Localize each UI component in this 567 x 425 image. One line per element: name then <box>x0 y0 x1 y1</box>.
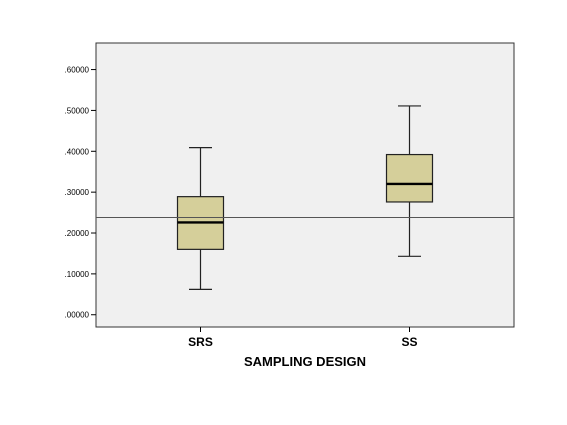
y-tick-label: .60000 <box>65 66 90 75</box>
x-axis: SRS SS <box>188 327 418 349</box>
y-tick-label: .10000 <box>65 270 90 279</box>
box-ss <box>385 105 434 257</box>
y-tick-label: .20000 <box>65 229 90 238</box>
x-axis-title: SAMPLING DESIGN <box>244 354 366 369</box>
y-tick-label: .50000 <box>65 106 90 115</box>
x-tick-label: SRS <box>188 335 213 349</box>
box-series <box>176 105 434 291</box>
y-axis: .00000 .10000 .20000 .30000 .40000 .50000 .600… <box>65 66 96 320</box>
y-tick-label: .30000 <box>65 188 90 197</box>
x-tick-label: SS <box>401 335 417 349</box>
iqr-box <box>385 153 434 203</box>
plot-area <box>95 42 515 328</box>
y-tick-label: .00000 <box>65 311 90 320</box>
box-srs <box>176 147 225 291</box>
y-tick-label: .40000 <box>65 147 90 156</box>
